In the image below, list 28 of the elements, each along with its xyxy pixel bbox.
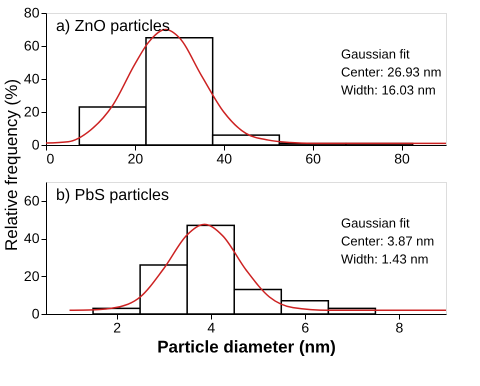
annotation: Width: 16.03 nm [341, 82, 436, 98]
annotation: Center: 26.93 nm [341, 64, 442, 80]
annotation: Center: 3.87 nm [341, 233, 434, 248]
x-tick-label: 60 [305, 150, 322, 166]
y-axis-title: Relative frequency (%) [2, 79, 21, 251]
y-tick-label: 40 [24, 70, 40, 86]
y-tick-label: 20 [24, 104, 40, 120]
y-tick-label: 0 [32, 306, 40, 322]
y-tick-label: 0 [32, 136, 40, 152]
x-axis-title: Particle diameter (nm) [157, 338, 336, 356]
annotation: b) PbS particles [56, 187, 169, 204]
annotation: Gaussian fit [341, 46, 410, 62]
x-tick-label: 80 [394, 150, 410, 166]
x-tick-label: 20 [128, 150, 144, 166]
x-tick-label: 8 [396, 320, 404, 336]
y-tick-label: 80 [24, 4, 40, 20]
x-tick-label: 0 [46, 150, 54, 166]
y-tick-label: 40 [24, 230, 40, 246]
y-tick-label: 60 [24, 38, 40, 54]
y-tick-label: 20 [24, 268, 40, 284]
y-tick-label: 60 [24, 192, 40, 208]
x-tick-label: 40 [216, 150, 232, 166]
annotation: Width: 1.43 nm [341, 251, 428, 266]
annotation: Gaussian fit [341, 215, 410, 230]
x-tick-label: 4 [207, 320, 216, 336]
x-tick-label: 2 [113, 320, 122, 336]
annotation: a) ZnO particles [56, 18, 170, 35]
x-tick-label: 6 [301, 320, 310, 336]
